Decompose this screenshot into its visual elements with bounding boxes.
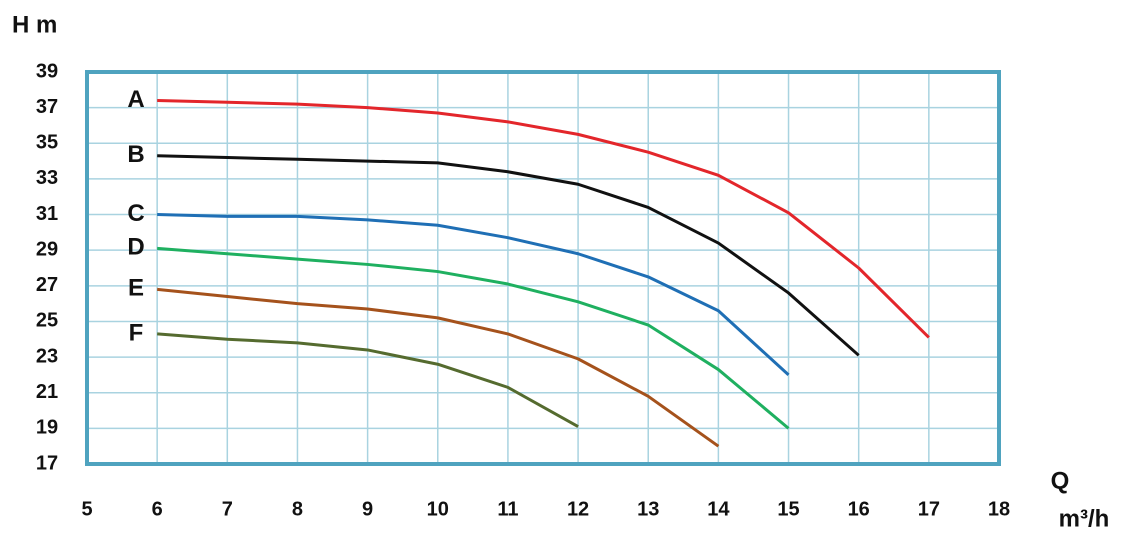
y-tick-label: 21 (36, 381, 58, 403)
series-line (157, 246, 790, 430)
y-tick-label: 39 (36, 60, 58, 82)
y-axis-title: H m (12, 11, 57, 38)
x-tick-label: 9 (362, 498, 373, 520)
x-tick-label: 11 (497, 498, 518, 520)
plot-border (85, 70, 1001, 466)
x-tick-label: 18 (988, 498, 1010, 520)
x-tick-label: 5 (81, 498, 92, 520)
x-tick-label: 15 (777, 498, 799, 520)
series-line (157, 154, 860, 357)
y-tick-label: 25 (36, 310, 58, 332)
x-tick-label: 13 (637, 498, 659, 520)
x-tick-label: 17 (918, 498, 940, 520)
series-line (157, 99, 930, 339)
x-tick-label: 16 (848, 498, 870, 520)
x-tick-label: 14 (707, 498, 730, 520)
y-tick-label: 35 (36, 132, 58, 154)
x-axis-unit: m³/h (1059, 505, 1110, 532)
y-tick-label: 23 (36, 345, 58, 367)
x-tick-label: 12 (567, 498, 589, 520)
x-axis-title: Q (1051, 467, 1070, 494)
series-line (157, 332, 579, 428)
series-label: E (128, 275, 144, 302)
series-label: B (127, 141, 144, 168)
series-label: F (129, 319, 144, 346)
y-tick-label: 33 (36, 167, 58, 189)
x-tick-label: 8 (292, 498, 303, 520)
y-tick-label: 17 (36, 452, 58, 474)
series-line (157, 287, 720, 448)
series-line (157, 213, 790, 377)
series-label: C (127, 200, 144, 227)
y-tick-label: 19 (36, 417, 58, 439)
y-tick-label: 27 (36, 274, 58, 296)
series-label: A (127, 86, 144, 113)
x-tick-label: 7 (222, 498, 233, 520)
series-label: D (127, 234, 144, 261)
x-tick-label: 10 (427, 498, 449, 520)
y-tick-label: 37 (36, 96, 58, 118)
y-tick-label: 31 (36, 203, 58, 225)
y-tick-label: 29 (36, 238, 58, 260)
x-tick-label: 6 (152, 498, 163, 520)
